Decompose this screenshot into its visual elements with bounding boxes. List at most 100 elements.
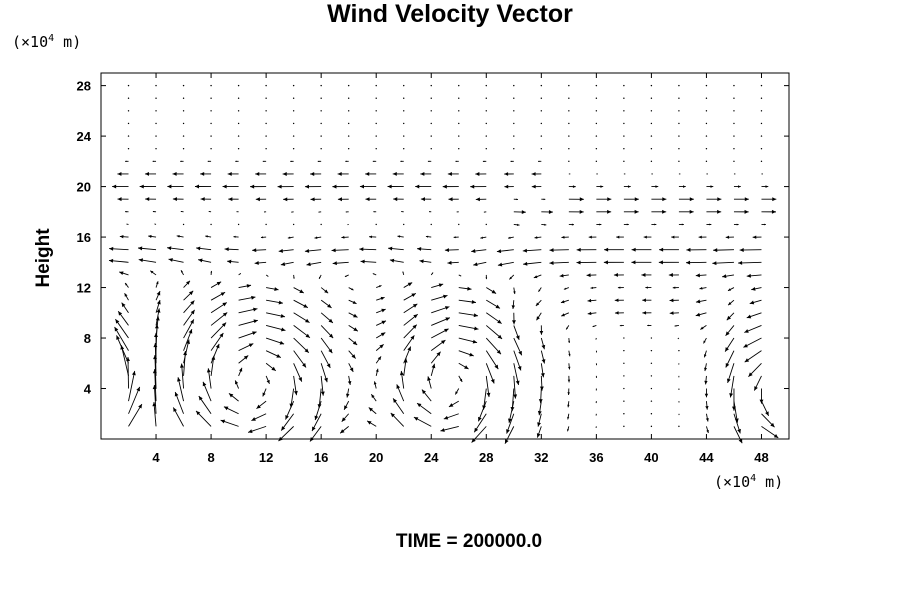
- wind-vector: [705, 122, 708, 125]
- wind-vector: [568, 223, 574, 226]
- x-tick-label: 40: [644, 450, 658, 465]
- wind-vector: [442, 184, 459, 189]
- wind-vector: [705, 110, 708, 112]
- x-tick-label: 24: [424, 450, 439, 465]
- wind-vector: [318, 274, 322, 280]
- wind-vector: [155, 281, 159, 288]
- wind-vector: [320, 287, 329, 294]
- wind-vector: [228, 393, 239, 402]
- wind-vector: [727, 287, 735, 292]
- wind-vector: [168, 258, 184, 263]
- wind-vector: [733, 197, 749, 202]
- wind-vector: [311, 413, 322, 432]
- wind-vector: [674, 324, 679, 327]
- wind-vector: [210, 84, 212, 87]
- wind-vector: [513, 223, 520, 226]
- wind-vector: [431, 328, 449, 339]
- wind-vector: [124, 293, 129, 301]
- wind-vector: [320, 135, 322, 137]
- wind-vector: [440, 425, 459, 432]
- wind-vector: [733, 173, 736, 175]
- wind-vector: [265, 362, 277, 372]
- wind-vector: [595, 401, 597, 404]
- wind-vector: [604, 247, 624, 252]
- wind-vector: [458, 286, 472, 291]
- wind-vector: [200, 171, 212, 176]
- wind-vector: [376, 320, 387, 326]
- wind-vector: [389, 258, 404, 263]
- wind-vector: [202, 381, 212, 402]
- wind-vector: [417, 247, 432, 251]
- wind-vector: [210, 343, 220, 364]
- wind-vector: [278, 248, 294, 253]
- wind-vector: [485, 223, 487, 226]
- wind-vector: [155, 135, 157, 137]
- wind-vector: [595, 110, 598, 112]
- wind-vector: [238, 343, 254, 352]
- wind-vector: [415, 184, 432, 189]
- wind-vector: [127, 148, 130, 150]
- wind-vector: [761, 426, 779, 439]
- wind-vector: [650, 97, 653, 99]
- wind-vector: [458, 299, 476, 304]
- wind-vector: [596, 185, 604, 188]
- wind-vector: [647, 324, 652, 327]
- wind-vector: [403, 324, 418, 339]
- x-tick-label: 8: [207, 450, 214, 465]
- wind-vector: [733, 84, 735, 87]
- wind-vector: [292, 97, 295, 99]
- wind-vector: [252, 248, 267, 253]
- wind-vector: [314, 236, 322, 239]
- wind-vector: [370, 394, 377, 402]
- wind-vector: [339, 426, 349, 434]
- wind-vector: [200, 197, 212, 202]
- wind-vector: [183, 290, 194, 301]
- wind-vector: [706, 197, 722, 202]
- wind-vector: [348, 312, 358, 318]
- wind-vector: [586, 273, 597, 278]
- wind-vector: [458, 312, 479, 318]
- chart-title: Wind Velocity Vector: [327, 0, 573, 28]
- wind-vector: [238, 331, 257, 339]
- wind-vector: [486, 299, 501, 309]
- wind-vector: [595, 135, 598, 137]
- wind-vector: [196, 246, 212, 251]
- wind-vector: [266, 287, 279, 292]
- wind-vector: [540, 350, 546, 364]
- wind-vector: [182, 135, 185, 137]
- wind-vector: [486, 312, 502, 324]
- wind-vector: [568, 122, 570, 125]
- wind-vector: [416, 402, 432, 415]
- wind-vector: [458, 122, 460, 125]
- wind-vector: [320, 122, 322, 125]
- wind-vector: [454, 388, 460, 395]
- wind-vector: [128, 370, 136, 402]
- wind-vector: [587, 311, 597, 316]
- wind-vector: [678, 160, 680, 163]
- wind-vector: [376, 285, 382, 288]
- wind-vector: [280, 413, 295, 431]
- wind-vector: [265, 110, 267, 112]
- wind-vector: [210, 97, 212, 99]
- wind-vector: [513, 198, 519, 201]
- wind-vector: [726, 363, 735, 384]
- wind-vector: [183, 309, 195, 326]
- wind-vector: [127, 97, 130, 99]
- wind-vector: [540, 135, 543, 137]
- wind-vector: [559, 273, 569, 278]
- wind-vector: [137, 246, 157, 251]
- wind-vector: [678, 388, 680, 390]
- wind-vector: [152, 160, 157, 163]
- wind-vector: [238, 367, 243, 377]
- x-unit-label: (×104 m): [714, 473, 783, 491]
- wind-vector: [430, 122, 432, 125]
- wind-vector: [360, 259, 377, 264]
- wind-vector: [486, 287, 497, 294]
- wind-vector: [563, 287, 569, 290]
- wind-vector: [617, 286, 624, 289]
- wind-vector: [749, 299, 762, 305]
- wind-vector: [255, 172, 267, 176]
- wind-vector: [595, 426, 597, 429]
- wind-vector: [228, 197, 239, 202]
- wind-vector: [121, 302, 129, 314]
